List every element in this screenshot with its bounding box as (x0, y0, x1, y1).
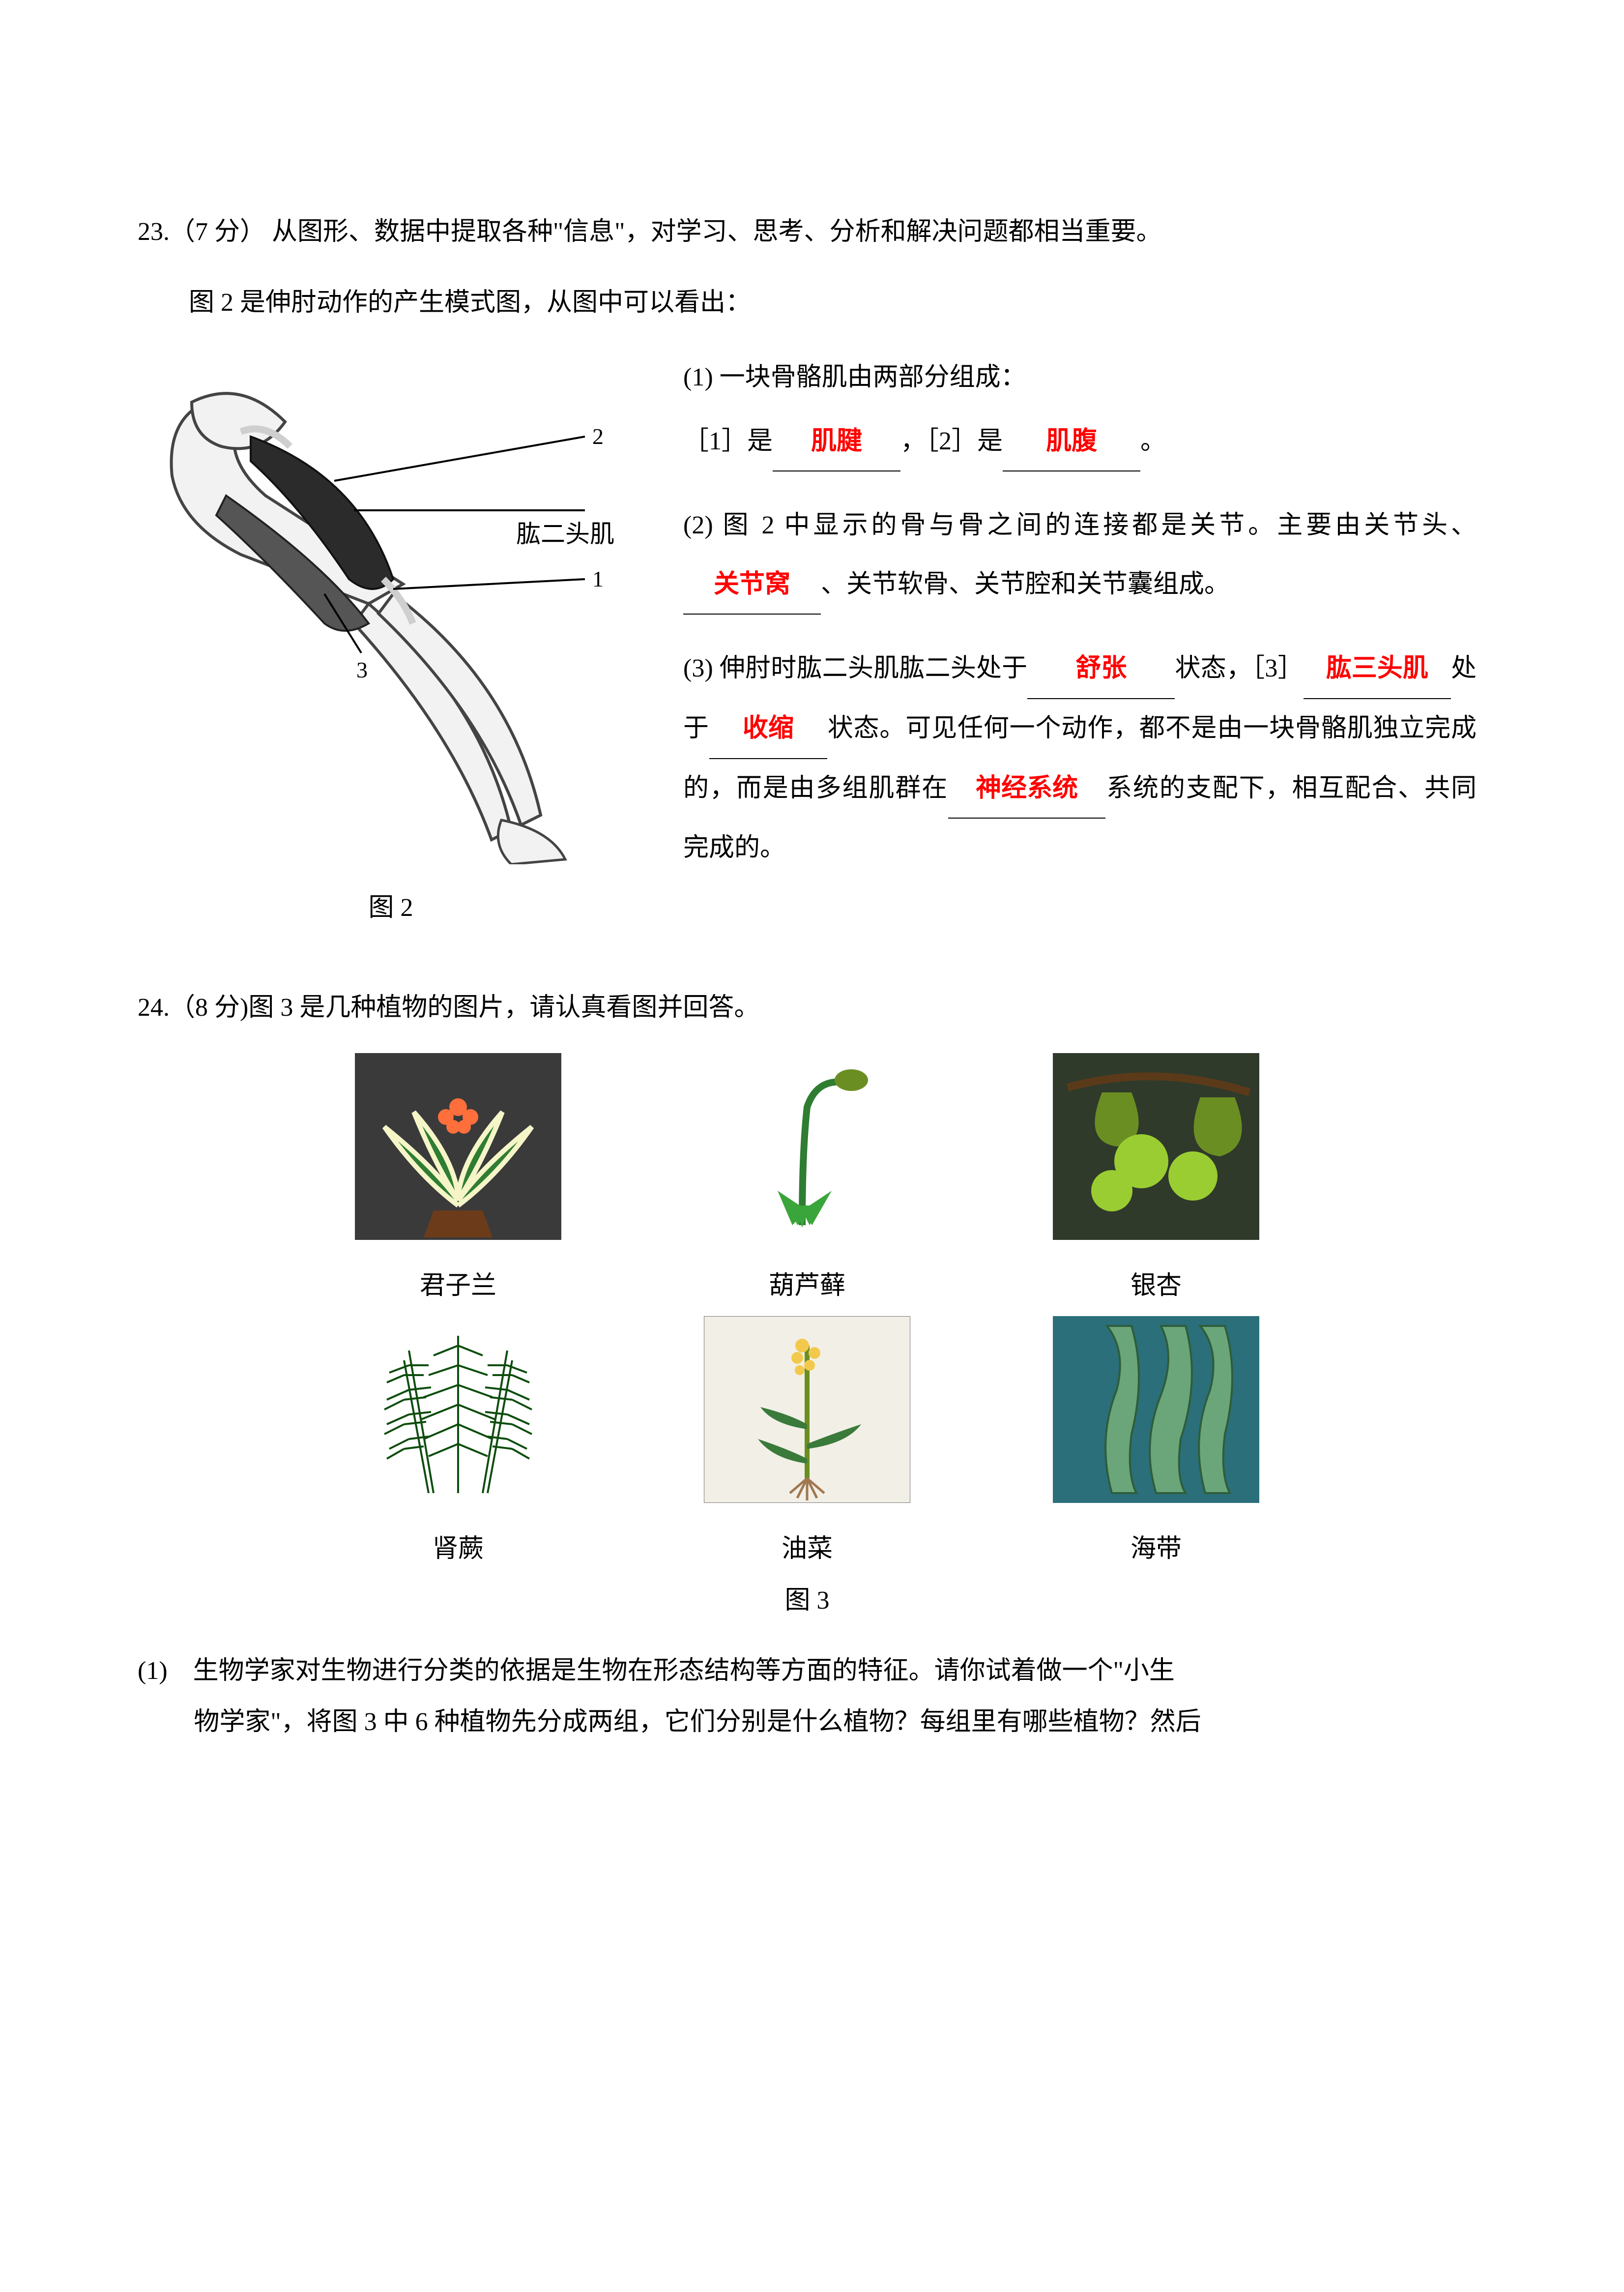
pointer-2-label: 2 (592, 424, 604, 449)
haidai-label: 海带 (1053, 1528, 1259, 1564)
huluxian-label: 葫芦藓 (704, 1264, 910, 1301)
blank-7: 神经系统 (948, 759, 1105, 819)
q23-p1-pre: ［1］是 (683, 427, 773, 455)
yinxing-label: 银杏 (1053, 1264, 1259, 1301)
q23-p3-b: 状态，［3］ (1175, 654, 1303, 682)
blank-5: 肱三头肌 (1304, 639, 1451, 699)
q23-answers-col: (1) 一块骨骼肌由两部分组成： ［1］是 肌腱 ，［2］是 肌腹 。 (2) 图 2 … (683, 348, 1477, 882)
shenjue-icon (355, 1316, 561, 1503)
q24-stem-text: 图 3 是几种植物的图片，请认真看图并回答。 (248, 994, 759, 1022)
q23-p2-a: (2) 图 2 中显示的骨与骨之间的连接都是关节。主要由关节头、 (683, 511, 1477, 539)
haidai-icon (1053, 1316, 1259, 1503)
yinxing-icon (1053, 1053, 1259, 1240)
leader-2 (334, 437, 585, 481)
fig2-wrap: 2 肱二头肌 1 3 图 2 (138, 348, 644, 923)
q23-p1-gap: ，［2］是 (900, 427, 1003, 455)
ans-6: 收缩 (743, 714, 794, 742)
junzilan-label: 君子兰 (355, 1264, 561, 1301)
ans-3: 关节窝 (714, 570, 790, 598)
plant-shenjue: 肾蕨 (355, 1316, 561, 1564)
question-24: 24.（8 分)图 3 是几种植物的图片，请认真看图并回答。 (138, 982, 1477, 1748)
junzilan-icon (355, 1053, 561, 1240)
plant-haidai: 海带 (1053, 1316, 1259, 1564)
q24-sub1-a: (1) 生物学家对生物进行分类的依据是生物在形态结构等方面的特征。请你试着做一个… (138, 1646, 1477, 1697)
q23-p3: (3) 伸肘时肱二头肌肱二头处于舒张状态，［3］肱三头肌处于收缩状态。可见任何一… (683, 639, 1477, 877)
q24-number: 24. (138, 994, 170, 1022)
ans-4: 舒张 (1075, 654, 1127, 682)
q23-p2-b: 、关节软骨、关节腔和关节囊组成。 (821, 570, 1230, 598)
plant-row-2: 肾蕨 油菜 (291, 1316, 1323, 1564)
q23-points: （7 分） (170, 218, 265, 246)
ans-5: 肱三头肌 (1326, 654, 1428, 682)
fig2-caption: 图 2 (138, 886, 644, 923)
blank-2: 肌腹 (1003, 412, 1140, 472)
plant-grid: 君子兰 葫芦藓 (291, 1053, 1323, 1616)
leader-1 (393, 579, 585, 589)
q23-number: 23. (138, 218, 170, 246)
q23-p1-body: ［1］是 肌腱 ，［2］是 肌腹 。 (683, 412, 1477, 472)
blank-1: 肌腱 (773, 412, 900, 472)
q24-sub1-b: 物学家"，将图 3 中 6 种植物先分成两组，它们分别是什么植物？每组里有哪些植… (138, 1697, 1477, 1748)
pointer-3-label: 3 (356, 657, 368, 682)
blank-3: 关节窝 (683, 555, 821, 615)
ans-1: 肌腱 (811, 427, 862, 455)
hand-shape (498, 820, 565, 864)
q23-stem: 23.（7 分） 从图形、数据中提取各种"信息"，对学习、思考、分析和解决问题都… (138, 206, 1477, 258)
q23-figure-col: 2 肱二头肌 1 3 图 2 (138, 348, 644, 923)
ans-7: 神经系统 (976, 774, 1078, 802)
plant-huluxian: 葫芦藓 (704, 1053, 910, 1301)
q23-p1-end: 。 (1140, 427, 1166, 455)
youcai-label: 油菜 (704, 1528, 910, 1564)
blank-4: 舒张 (1027, 639, 1175, 699)
plant-yinxing: 银杏 (1053, 1053, 1259, 1301)
question-23: 23.（7 分） 从图形、数据中提取各种"信息"，对学习、思考、分析和解决问题都… (138, 206, 1477, 923)
ans-2: 肌腹 (1046, 427, 1097, 455)
pointer-1-label: 1 (592, 566, 604, 591)
biceps-label: 肱二头肌 (516, 520, 614, 548)
plant-junzilan: 君子兰 (355, 1053, 561, 1301)
q23-p3-a: (3) 伸肘时肱二头肌肱二头处于 (683, 654, 1027, 682)
fig2-arm-diagram: 2 肱二头肌 1 3 (138, 348, 644, 864)
q23-stem-line1: 从图形、数据中提取各种"信息"，对学习、思考、分析和解决问题都相当重要。 (272, 218, 1161, 246)
huluxian-icon (704, 1053, 910, 1240)
q23-stem-line2: 图 2 是伸肘动作的产生模式图，从图中可以看出： (138, 277, 1477, 328)
q23-p1-lead: (1) 一块骨骼肌由两部分组成： (683, 348, 1477, 407)
plant-row-1: 君子兰 葫芦藓 (291, 1053, 1323, 1301)
q23-row: 2 肱二头肌 1 3 图 2 (1) 一块骨骼肌由两部分组成： ［1］是 肌腱 ，［… (138, 348, 1477, 923)
youcai-icon (704, 1316, 910, 1503)
q24-stem: 24.（8 分)图 3 是几种植物的图片，请认真看图并回答。 (138, 982, 1477, 1033)
blank-6: 收缩 (709, 699, 827, 759)
q23-p2: (2) 图 2 中显示的骨与骨之间的连接都是关节。主要由关节头、关节窝 、关节软骨… (683, 496, 1477, 615)
plant-youcai: 油菜 (704, 1316, 910, 1564)
fig3-caption: 图 3 (291, 1579, 1323, 1616)
q24-points: （8 分) (170, 994, 248, 1022)
shenjue-label: 肾蕨 (355, 1528, 561, 1564)
